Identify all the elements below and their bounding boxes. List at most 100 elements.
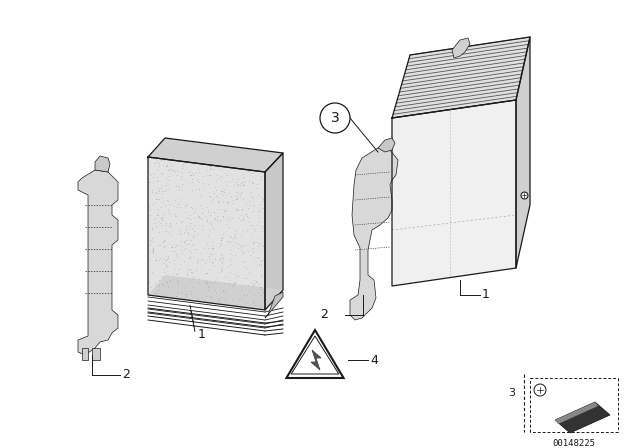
Point	[248, 169, 258, 177]
Point	[187, 169, 197, 177]
Point	[163, 177, 173, 184]
Point	[150, 198, 160, 206]
Point	[248, 248, 258, 255]
Point	[244, 177, 255, 185]
Point	[166, 232, 176, 239]
Point	[205, 258, 215, 265]
Point	[202, 240, 212, 247]
Polygon shape	[95, 156, 110, 172]
Point	[214, 255, 225, 262]
Point	[174, 185, 184, 193]
Point	[220, 177, 230, 184]
Point	[159, 236, 170, 243]
Point	[208, 165, 218, 172]
Point	[216, 217, 227, 224]
Text: 3: 3	[331, 111, 339, 125]
Point	[163, 197, 173, 204]
Point	[219, 188, 229, 195]
Point	[166, 243, 176, 250]
Point	[162, 174, 172, 181]
Point	[176, 219, 186, 226]
Point	[240, 211, 250, 218]
Point	[199, 245, 209, 252]
Point	[188, 171, 198, 178]
Point	[197, 204, 207, 211]
Point	[233, 273, 243, 280]
Point	[215, 166, 225, 173]
Point	[154, 277, 164, 284]
Point	[216, 250, 226, 257]
Point	[153, 206, 163, 213]
Point	[195, 214, 205, 221]
Point	[177, 164, 188, 171]
Point	[183, 178, 193, 185]
Point	[191, 246, 201, 253]
Point	[177, 187, 188, 194]
Point	[145, 178, 155, 185]
Point	[252, 238, 262, 245]
Point	[228, 280, 238, 288]
Point	[258, 242, 268, 250]
Point	[228, 196, 239, 203]
Point	[147, 169, 157, 177]
Point	[159, 243, 169, 250]
Point	[156, 273, 166, 280]
Point	[176, 172, 186, 180]
Point	[154, 217, 164, 224]
Point	[241, 301, 251, 308]
Point	[256, 239, 266, 246]
Point	[231, 189, 241, 196]
Polygon shape	[148, 275, 283, 310]
Point	[172, 279, 182, 286]
Point	[176, 238, 186, 245]
Point	[248, 207, 259, 215]
Point	[148, 246, 159, 253]
Point	[164, 210, 174, 217]
Point	[204, 280, 214, 287]
Point	[187, 225, 197, 232]
Point	[248, 180, 258, 187]
Point	[145, 257, 156, 264]
Point	[150, 280, 161, 287]
Point	[217, 267, 227, 274]
Point	[215, 243, 225, 250]
Point	[186, 236, 196, 243]
Point	[156, 214, 166, 221]
Point	[154, 281, 164, 288]
Point	[239, 292, 249, 299]
Point	[212, 215, 222, 222]
Point	[196, 227, 207, 234]
Point	[183, 240, 193, 247]
Point	[227, 261, 237, 268]
Point	[181, 202, 191, 209]
Point	[172, 182, 182, 190]
Point	[248, 245, 259, 252]
Point	[173, 266, 183, 273]
Point	[180, 159, 191, 166]
Point	[237, 259, 248, 266]
Point	[208, 250, 218, 258]
Point	[216, 268, 227, 275]
Point	[243, 265, 253, 272]
Point	[225, 246, 236, 254]
Point	[195, 202, 205, 209]
Point	[232, 196, 242, 203]
Point	[153, 211, 163, 218]
Point	[144, 178, 154, 185]
Point	[232, 181, 242, 188]
Point	[256, 173, 266, 180]
Point	[255, 286, 266, 293]
Point	[227, 282, 237, 289]
Point	[152, 166, 162, 173]
Point	[154, 186, 164, 194]
Point	[179, 257, 189, 264]
Point	[255, 303, 266, 310]
Point	[236, 243, 246, 250]
Point	[257, 257, 267, 264]
Point	[174, 261, 184, 268]
Point	[152, 173, 162, 180]
Point	[217, 254, 227, 262]
Point	[163, 254, 173, 262]
Point	[157, 281, 167, 288]
Point	[244, 213, 254, 220]
